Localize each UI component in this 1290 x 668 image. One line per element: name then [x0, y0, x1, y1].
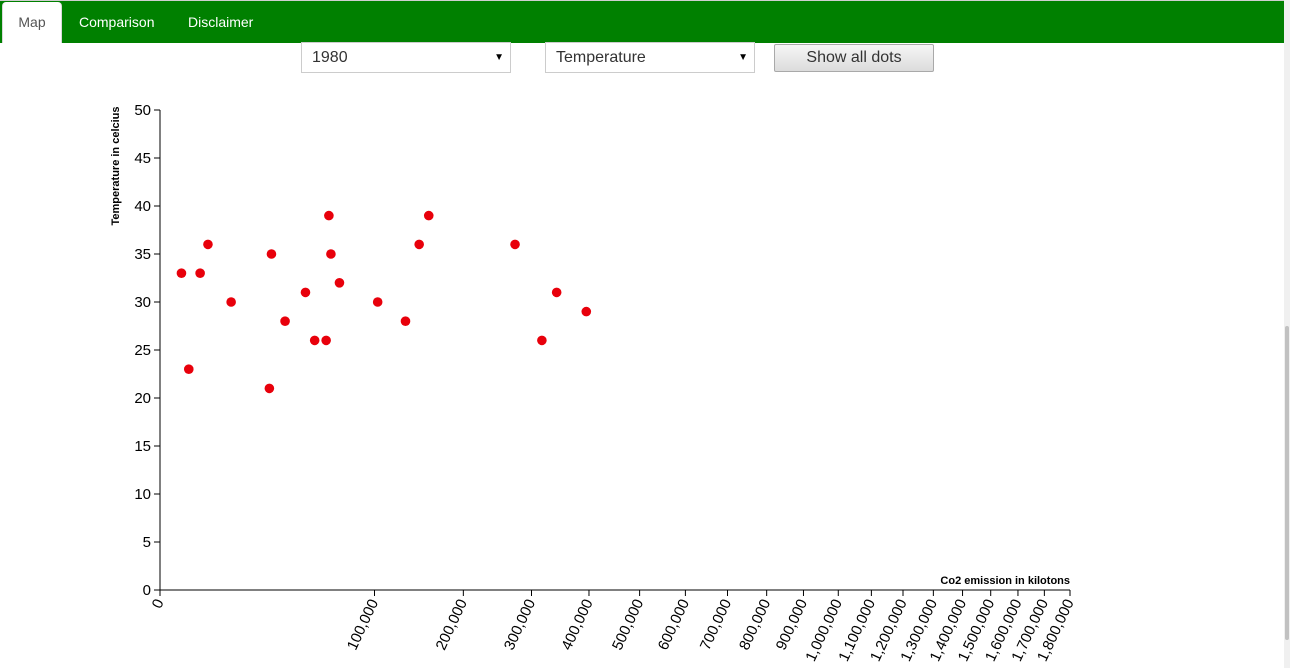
nav-bar: Map Comparison Disclaimer [0, 0, 1284, 43]
x-tick-label: 0 [149, 597, 168, 612]
y-tick-label: 50 [134, 102, 151, 119]
data-point[interactable] [581, 306, 592, 317]
data-point[interactable] [423, 210, 434, 221]
x-tick-label: 200,000 [433, 597, 471, 653]
data-point[interactable] [537, 335, 547, 346]
data-point[interactable] [551, 287, 562, 298]
year-select-value: 1980 [312, 49, 348, 66]
data-point[interactable] [321, 335, 331, 346]
data-point[interactable] [280, 316, 290, 327]
data-point[interactable] [183, 364, 194, 375]
y-axis: 0 5 10 15 20 25 30 35 40 45 50 [134, 102, 161, 599]
metric-select[interactable]: Temperature ▼ [545, 42, 755, 73]
tab-map[interactable]: Map [2, 2, 62, 43]
y-tick-label: 0 [143, 582, 151, 599]
scrollbar-thumb[interactable] [1285, 326, 1289, 640]
x-tick-label: 100,000 [344, 597, 382, 653]
x-tick-label: 600,000 [655, 597, 693, 653]
data-point[interactable] [326, 249, 336, 259]
data-points [176, 210, 592, 394]
data-point[interactable] [372, 297, 383, 307]
x-axis: 0 100,000 200,000 300,000 400,000 500,000 600,… [149, 589, 1078, 664]
x-tick-label: 300,000 [501, 597, 539, 653]
x-tick-label: 900,000 [773, 597, 811, 653]
year-select[interactable]: 1980 ▼ [301, 42, 511, 73]
x-axis-label: Co2 emission in kilotons [940, 575, 1070, 587]
y-axis-label: Temperature in celcius [110, 106, 122, 225]
data-point[interactable] [226, 297, 236, 307]
data-point[interactable] [400, 316, 411, 327]
chevron-down-icon: ▼ [494, 52, 504, 63]
x-tick-label: 400,000 [558, 597, 596, 653]
tab-comparison[interactable]: Comparison [79, 14, 155, 30]
tab-disclaimer[interactable]: Disclaimer [188, 14, 254, 30]
y-tick-label: 35 [134, 246, 151, 263]
y-tick-label: 20 [134, 390, 151, 407]
chevron-down-icon: ▼ [738, 52, 748, 63]
data-point[interactable] [195, 268, 205, 279]
y-tick-label: 45 [134, 150, 151, 167]
data-point[interactable] [324, 210, 334, 221]
y-tick-label: 15 [134, 438, 151, 455]
y-tick-label: 10 [134, 486, 151, 503]
data-point[interactable] [510, 239, 520, 250]
x-tick-label: 800,000 [736, 597, 774, 653]
show-all-dots-button[interactable]: Show all dots [774, 44, 934, 72]
data-point[interactable] [266, 249, 277, 259]
data-point[interactable] [203, 239, 213, 250]
x-tick-label: 700,000 [697, 597, 735, 653]
data-point[interactable] [300, 287, 311, 298]
x-tick-label: 500,000 [609, 597, 647, 653]
page-scrollbar[interactable] [1284, 0, 1290, 668]
y-tick-label: 30 [134, 294, 151, 311]
y-tick-label: 40 [134, 198, 151, 215]
data-point[interactable] [264, 383, 275, 394]
data-point[interactable] [414, 239, 424, 250]
data-point[interactable] [176, 268, 187, 279]
data-point[interactable] [334, 278, 345, 288]
y-tick-label: 25 [134, 342, 151, 359]
y-tick-label: 5 [143, 534, 151, 551]
data-point[interactable] [309, 335, 320, 346]
metric-select-value: Temperature [556, 49, 646, 66]
